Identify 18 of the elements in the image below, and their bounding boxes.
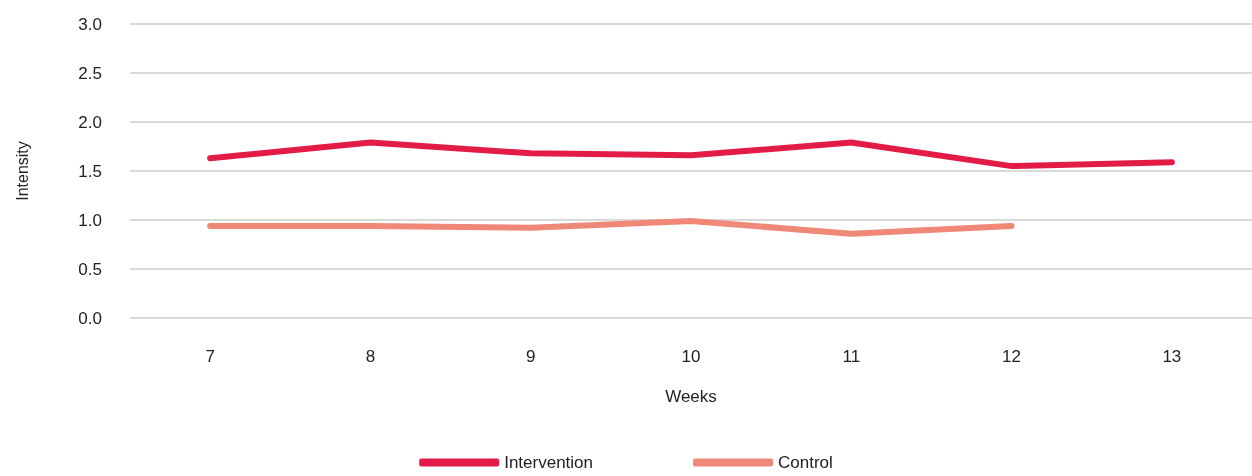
y-tick-label: 0.0 — [78, 308, 102, 328]
x-tick-label: 13 — [1162, 347, 1182, 366]
x-tick-label: 12 — [1002, 347, 1022, 366]
y-tick-label: 1.0 — [78, 210, 102, 230]
y-axis-title: Intensity — [13, 141, 31, 201]
y-tick-label: 1.5 — [78, 161, 102, 181]
x-tick-label: 10 — [681, 347, 701, 366]
x-tick-label: 7 — [205, 347, 215, 366]
y-tick-label: 2.0 — [78, 112, 102, 132]
y-tick-label: 3.0 — [78, 14, 102, 34]
x-tick-label: 11 — [842, 347, 861, 366]
legend-label: Control — [778, 453, 833, 472]
x-axis-title: Weeks — [665, 387, 717, 406]
legend-label: Intervention — [504, 453, 594, 472]
x-tick-label: 9 — [525, 347, 536, 366]
y-tick-label: 2.5 — [78, 63, 102, 83]
y-tick-label: 0.5 — [78, 259, 102, 279]
x-tick-label: 8 — [365, 347, 376, 366]
